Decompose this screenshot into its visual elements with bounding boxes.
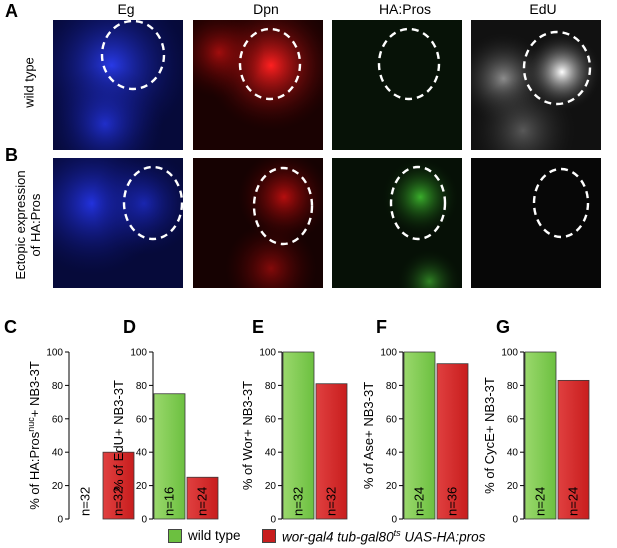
panel-letter-e: E [252, 317, 265, 337]
legend-item-wild-type: wild type [168, 528, 241, 543]
y-tick-label-f: 20 [386, 481, 398, 492]
n-label-g-transgene: n=24 [566, 487, 581, 516]
n-label-g-wild-type: n=24 [533, 487, 548, 516]
panel-letter-f: F [376, 317, 387, 337]
bar-charts: 0 20 40 60 80 100 % of HA:Prosnuc+ NB3-3T n=32 n… [26, 348, 590, 526]
y-tick-label-g: 40 [507, 448, 519, 459]
chart-c: 0 20 40 60 80 100 % of HA:Prosnuc+ NB3-3T n=32 n… [26, 348, 135, 526]
micrograph-a-dpn [193, 20, 323, 150]
bar-f-wild-type [403, 351, 436, 520]
y-tick-label-c: 0 [57, 515, 63, 526]
n-label-d-wild-type: n=16 [162, 487, 177, 516]
legend-label-wild-type: wild type [188, 528, 241, 543]
column-title-hapros: HA:Pros [378, 1, 432, 17]
n-label-e-wild-type: n=32 [291, 487, 306, 516]
y-axis-label-f: % of Ase+ NB3-3T [361, 382, 376, 489]
legend-label-transgene-sup: ts [393, 528, 401, 538]
bar-g-wild-type [524, 351, 557, 520]
legend-swatch-transgene [262, 529, 276, 544]
y-axis-label-c: % of HA:Prosnuc+ NB3-3T [26, 361, 42, 510]
y-tick-label-g: 0 [512, 515, 518, 526]
row-label-ectopic-line1: Ectopic expression [13, 170, 28, 280]
y-tick-label-c: 100 [46, 348, 63, 359]
y-tick-label-g: 100 [501, 348, 518, 359]
y-tick-label-e: 60 [265, 414, 277, 425]
bar-e-wild-type [282, 351, 315, 520]
row-label-ectopic: Ectopic expression of HA:Pros [13, 155, 43, 295]
y-tick-label-g: 60 [507, 414, 519, 425]
y-axis-label-e: % of Wor+ NB3-3T [240, 381, 255, 490]
chart-d: 0 20 40 60 80 100 % of EdU+ NB3-3T n=16 n=24 [111, 348, 219, 526]
row-label-wild-type: wild type [22, 23, 37, 143]
column-title-dpn: Dpn [253, 1, 279, 17]
column-title-eg: Eg [117, 1, 135, 17]
legend: wild type wor-gal4 tub-gal80ts UAS-HA:pr… [0, 528, 617, 546]
micrograph-b-eg [53, 158, 183, 288]
micrograph-b-hapros [332, 158, 462, 288]
y-tick-label-d: 20 [136, 481, 148, 492]
y-tick-label-g: 20 [507, 481, 519, 492]
column-title-edu: EdU [529, 1, 557, 17]
legend-item-transgene: wor-gal4 tub-gal80ts UAS-HA:pros [262, 528, 485, 545]
legend-label-transgene-part2: UAS-HA:pros [400, 529, 486, 545]
bar-d-transgene [186, 476, 219, 520]
y-tick-label-f: 60 [386, 414, 398, 425]
n-label-f-wild-type: n=24 [412, 487, 427, 516]
chart-g: 0 20 40 60 80 100 % of CycE+ NB3-3T n=24 n=24 [482, 348, 590, 526]
micrograph-b-edu [471, 158, 601, 288]
chart-f: 0 20 40 60 80 100 % of Ase+ NB3-3T n=24 n=36 [361, 348, 469, 526]
micrograph-a-eg [53, 20, 183, 150]
y-tick-label-d: 100 [130, 348, 147, 359]
legend-swatch-wild-type [168, 528, 182, 543]
y-tick-label-e: 100 [259, 348, 276, 359]
y-tick-label-d: 0 [141, 515, 147, 526]
y-tick-label-d: 60 [136, 414, 148, 425]
y-tick-label-f: 80 [386, 381, 398, 392]
bar-d-wild-type [153, 393, 186, 520]
bar-e-transgene [315, 383, 348, 520]
y-axis-label-d: % of EdU+ NB3-3T [111, 380, 126, 491]
panel-letter-d: D [123, 317, 136, 337]
panel-letter-a: A [5, 1, 18, 21]
bar-g-transgene [557, 379, 590, 520]
y-tick-label-e: 20 [265, 481, 277, 492]
n-label-d-transgene: n=24 [195, 487, 210, 516]
y-tick-label-d: 80 [136, 381, 148, 392]
y-tick-label-f: 100 [380, 348, 397, 359]
panel-letter-c: C [4, 317, 17, 337]
y-tick-label-f: 0 [391, 515, 397, 526]
y-tick-label-c: 60 [52, 414, 64, 425]
n-label-c-wild-type: n=32 [78, 487, 93, 516]
y-axis-label-g: % of CycE+ NB3-3T [482, 377, 497, 494]
n-label-e-transgene: n=32 [324, 487, 339, 516]
y-tick-label-e: 80 [265, 381, 277, 392]
n-label-c-transgene: n=32 [111, 487, 126, 516]
legend-label-transgene-part1: wor-gal4 tub-gal80 [282, 529, 394, 545]
row-label-ectopic-line2: of HA:Pros [28, 193, 43, 257]
panel-letter-g: G [496, 317, 511, 337]
micrograph-b-dpn [193, 158, 323, 288]
y-tick-label-c: 20 [52, 481, 64, 492]
y-tick-label-c: 40 [52, 448, 64, 459]
y-tick-label-g: 80 [507, 381, 519, 392]
micrograph-a-edu [471, 20, 601, 150]
y-tick-label-c: 80 [52, 381, 64, 392]
bar-c-transgene [102, 451, 135, 520]
y-tick-label-e: 40 [265, 448, 277, 459]
micrograph-a-hapros [332, 20, 462, 150]
y-tick-label-d: 40 [136, 448, 148, 459]
y-tick-label-f: 40 [386, 448, 398, 459]
legend-label-transgene: wor-gal4 tub-gal80ts UAS-HA:pros [282, 528, 485, 545]
y-tick-label-e: 0 [270, 515, 276, 526]
row-label-wild-type-text: wild type [21, 57, 37, 108]
panel-letter-b: B [5, 145, 18, 165]
bar-f-transgene [436, 363, 469, 520]
n-label-f-transgene: n=36 [445, 487, 460, 516]
chart-e: 0 20 40 60 80 100 % of Wor+ NB3-3T n=32 n=32 [240, 348, 348, 526]
